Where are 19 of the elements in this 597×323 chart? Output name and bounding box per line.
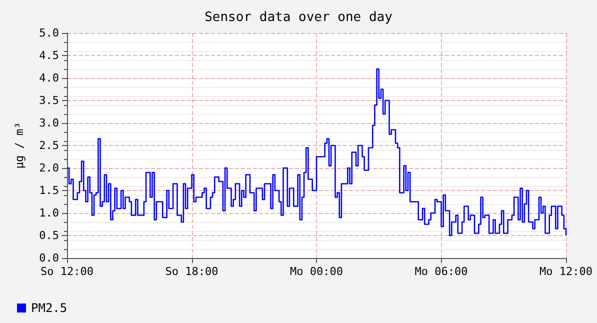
y-tick-label: 0.5 [39,229,59,242]
chart-title: Sensor data over one day [204,10,393,25]
y-tick-label: 2.0 [39,162,59,174]
y-tick-label: 1.0 [39,206,59,220]
y-tick-label: 5.0 [39,26,59,40]
x-tick-label: So 12:00 [40,265,94,278]
y-tick-label: 3.0 [39,116,59,130]
y-tick-label: 4.0 [39,72,59,84]
x-tick-label: Mo 06:00 [414,265,468,278]
y-tick-label: 4.5 [39,49,59,62]
legend-label: PM2.5 [31,301,68,315]
y-tick-label: 1.5 [39,184,59,197]
x-tick-label: So 18:00 [165,265,218,278]
y-axis-title: µg / m³ [13,122,26,169]
y-tick-label: 0.0 [39,252,59,264]
x-tick-label: Mo 00:00 [290,265,343,278]
y-tick-label: 2.5 [39,139,59,152]
y-tick-label: 3.5 [39,94,59,107]
x-tick-label: Mo 12:00 [540,265,592,278]
